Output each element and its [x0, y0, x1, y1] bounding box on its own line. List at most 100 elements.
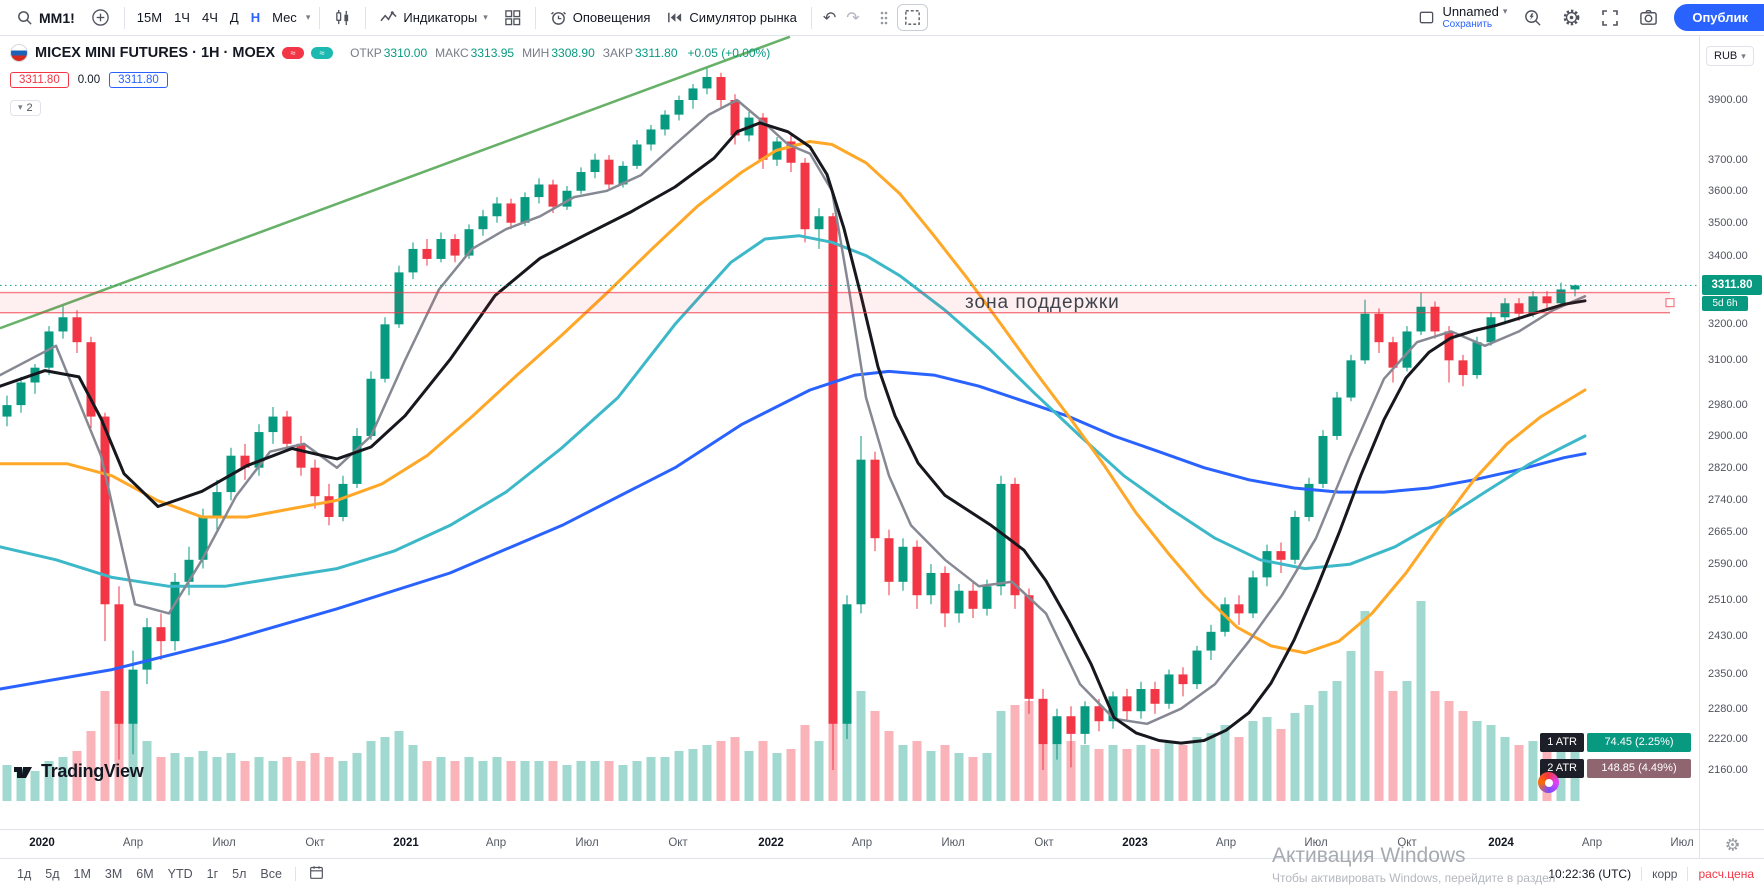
templates-grid-icon: [504, 9, 521, 26]
market-replay-button[interactable]: Симулятор рынка: [658, 5, 804, 30]
chart-style-button[interactable]: [326, 5, 359, 30]
volume-bar: [1346, 651, 1356, 801]
adjust-dividends-toggle[interactable]: корр: [1652, 867, 1678, 881]
volume-bar: [226, 753, 236, 801]
range-3М[interactable]: 3М: [98, 864, 129, 884]
volume-bar: [450, 761, 460, 801]
drag-handle-icon[interactable]: [879, 10, 889, 26]
chart-area: MICEX MINI FUTURES · 1Н · MOEX ≈ ≈ ОТКР 3…: [0, 36, 1699, 829]
timeframe-4Ч[interactable]: 4Ч: [196, 6, 224, 29]
volume-bar: [352, 753, 362, 801]
time-axis-label: Окт: [1397, 837, 1417, 849]
legend-badge-red-icon: ≈: [282, 47, 305, 59]
volume-bar: [1402, 681, 1412, 801]
candle: [996, 475, 1006, 596]
volume-bar: [982, 753, 992, 801]
selection-tool-button[interactable]: [896, 4, 928, 31]
range-1г[interactable]: 1г: [200, 864, 226, 884]
timeframe-group: 15М 1Ч 4Ч Д Н Мес: [131, 6, 303, 29]
axis-settings-gear-icon[interactable]: [1725, 837, 1740, 852]
volume-bar: [72, 751, 82, 801]
candle: [240, 443, 250, 480]
volume-bar: [758, 741, 768, 801]
timeframe-Д[interactable]: Д: [224, 6, 245, 29]
atr-row-2: 2 ATR 148.85 (4.49%): [1540, 759, 1691, 778]
zone-drag-handle[interactable]: [1665, 298, 1675, 308]
date-range-group: 1д 5д 1М 3М 6М YTD 1г 5л Все: [10, 864, 289, 884]
candle: [604, 155, 614, 191]
currency-selector[interactable]: RUB ▾: [1706, 46, 1754, 66]
support-zone-drawing[interactable]: [0, 291, 1675, 314]
candle: [1500, 298, 1510, 325]
price-tick-label: 2900.00: [1708, 430, 1748, 442]
range-6М[interactable]: 6М: [129, 864, 160, 884]
settlement-price-toggle[interactable]: расч.цена: [1698, 867, 1754, 881]
snapshot-button[interactable]: [1635, 4, 1662, 31]
volume-bar: [702, 745, 712, 801]
timeframe-15М[interactable]: 15М: [131, 6, 168, 29]
close-label: ЗАКР: [602, 46, 633, 60]
candle: [450, 234, 460, 263]
symbol-search-button[interactable]: MM1!: [8, 5, 83, 30]
timeframe-1Ч[interactable]: 1Ч: [168, 6, 196, 29]
compare-add-symbol-button[interactable]: [83, 4, 118, 31]
timeframe-Мес[interactable]: Мес: [266, 6, 303, 29]
chart-canvas[interactable]: [0, 36, 1699, 829]
fullscreen-button[interactable]: [1597, 5, 1623, 31]
range-1д[interactable]: 1д: [10, 864, 38, 884]
open-value: 3310.00: [383, 46, 428, 60]
settings-button[interactable]: [1558, 4, 1585, 31]
time-axis[interactable]: 2020 Апр Июл Окт 2021 Апр Июл Окт 2022 Апр Июл Окт 2…: [0, 829, 1764, 858]
timeframe-Н[interactable]: Н: [245, 6, 266, 29]
range-5л[interactable]: 5л: [225, 864, 253, 884]
tradingview-logo[interactable]: TradingView: [12, 760, 144, 782]
volume-bar: [800, 725, 810, 801]
candle: [688, 84, 698, 109]
volume-bar: [772, 753, 782, 801]
quick-search-button[interactable]: [1519, 4, 1546, 31]
alerts-button[interactable]: Оповещения: [542, 5, 659, 30]
candle: [1080, 701, 1090, 745]
atr-indicator-values: 1 ATR 74.45 (2.25%) 2 ATR 148.85 (4.49%): [1540, 733, 1691, 778]
alarm-clock-icon: [550, 9, 567, 26]
candle: [170, 572, 180, 651]
low-value: 3308.90: [551, 46, 595, 60]
time-axis-label: Апр: [1215, 837, 1237, 849]
volume-bar: [1374, 671, 1384, 801]
range-5д[interactable]: 5д: [38, 864, 66, 884]
support-zone-label[interactable]: зона поддержки: [965, 292, 1120, 313]
price-tick-label: 2590.00: [1708, 558, 1748, 570]
range-Все[interactable]: Все: [253, 864, 289, 884]
candle: [842, 595, 852, 739]
trend-line[interactable]: [0, 36, 791, 330]
candle: [1472, 336, 1482, 379]
layout-manager-button[interactable]: Unnamed ▾ Сохранить: [1418, 5, 1507, 30]
go-to-date-button[interactable]: [302, 862, 331, 886]
bottom-right-group: 10:22:36 (UTC) корр расч.цена: [1548, 867, 1754, 881]
save-layout-button[interactable]: Сохранить: [1442, 18, 1493, 30]
volume-bar: [16, 769, 26, 801]
price-tick-label: 3900.00: [1708, 94, 1748, 106]
undo-button[interactable]: ↶: [818, 6, 841, 30]
change-value: +0.05 (+0.00%): [687, 46, 771, 60]
range-1М[interactable]: 1М: [67, 864, 98, 884]
candle: [1458, 354, 1468, 387]
time-axis-label: 2023: [1122, 837, 1148, 849]
candle: [114, 586, 124, 760]
volume-bar: [576, 761, 586, 801]
price-scale[interactable]: RUB ▾ 3900.00 3700.00 3600.00 3500.00 3400.0…: [1699, 36, 1764, 829]
timeframe-menu-button[interactable]: ▾: [303, 9, 314, 26]
object-tree-collapse-button[interactable]: ▾ 2: [10, 99, 41, 116]
volume-bar: [660, 757, 670, 801]
volume-bar: [1262, 717, 1272, 801]
indicator-templates-button[interactable]: [496, 5, 529, 30]
redo-button[interactable]: ↷: [841, 6, 864, 30]
volume-bar: [1108, 745, 1118, 801]
indicators-button[interactable]: Индикаторы ▾: [372, 5, 495, 30]
timezone-clock-button[interactable]: 10:22:36 (UTC): [1548, 867, 1632, 881]
plus-circle-icon: [91, 8, 110, 27]
range-YTD[interactable]: YTD: [161, 864, 200, 884]
symbol-title[interactable]: MICEX MINI FUTURES · 1Н · MOEX: [35, 45, 276, 61]
publish-button[interactable]: Опублик: [1674, 4, 1764, 31]
toolbar-separator: [810, 6, 812, 29]
